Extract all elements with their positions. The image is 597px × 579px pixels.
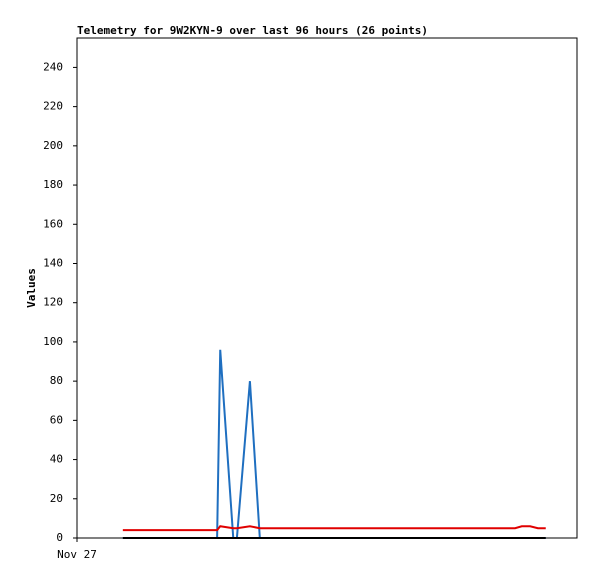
y-tick-label: 220 xyxy=(43,100,63,113)
y-tick-label: 100 xyxy=(43,335,63,348)
y-tick-label: 240 xyxy=(43,60,63,73)
y-tick-label: 40 xyxy=(50,453,63,466)
y-axis-label: Values xyxy=(25,268,38,308)
x-tick-label: Nov 27 xyxy=(57,548,97,561)
y-tick-label: 140 xyxy=(43,256,63,269)
y-tick-label: 60 xyxy=(50,413,63,426)
y-tick-label: 160 xyxy=(43,217,63,230)
y-tick-label: 80 xyxy=(50,374,63,387)
y-tick-label: 0 xyxy=(56,531,63,544)
series-line xyxy=(122,349,546,539)
y-tick-label: 180 xyxy=(43,178,63,191)
chart-title: Telemetry for 9W2KYN-9 over last 96 hour… xyxy=(77,24,428,37)
series-line xyxy=(122,525,546,532)
y-tick-label: 200 xyxy=(43,139,63,152)
y-tick-label: 20 xyxy=(50,492,63,505)
plot-frame xyxy=(76,37,578,539)
y-tick-label: 120 xyxy=(43,296,63,309)
